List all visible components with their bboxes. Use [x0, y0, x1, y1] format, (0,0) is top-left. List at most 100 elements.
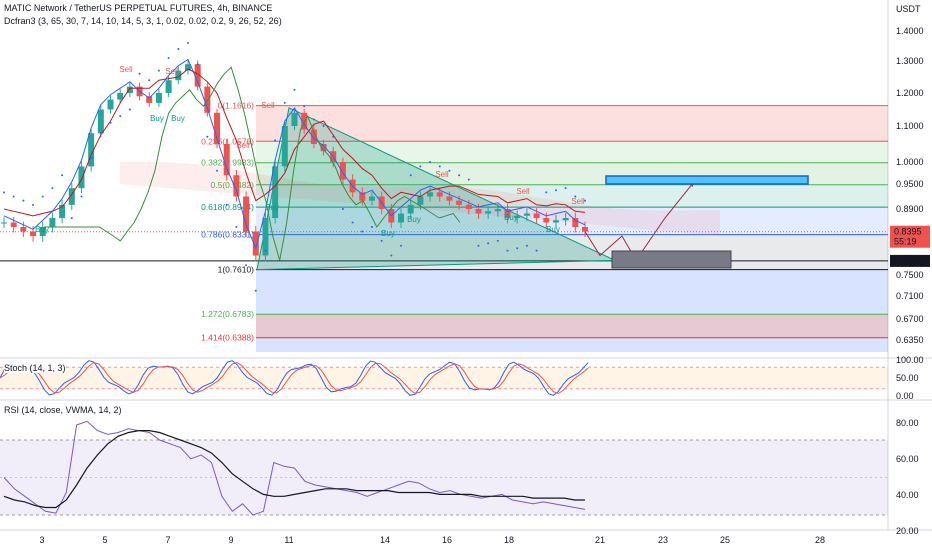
candle-body — [446, 196, 453, 201]
price-axis-tick: 0.9500 — [896, 179, 924, 189]
candle-body — [39, 227, 46, 236]
rsi-axis-tick: 60.00 — [896, 454, 919, 464]
sar-dot — [303, 105, 306, 108]
buy-signal-label: Buy — [150, 114, 164, 123]
fib-level-label: 1.414(0.6388) — [201, 333, 254, 343]
time-axis-label: 28 — [815, 535, 825, 545]
sar-dot — [12, 195, 15, 198]
candle-body — [582, 227, 588, 232]
candle-body — [572, 218, 579, 227]
time-axis-label: 14 — [380, 535, 390, 545]
candle-body — [252, 231, 259, 256]
fib-level-label: 1.272(0.6783) — [201, 309, 254, 319]
candle-body — [175, 70, 182, 81]
marked-price-tag — [890, 254, 930, 267]
sar-dot — [380, 239, 383, 242]
sar-dot — [99, 132, 102, 135]
candle-body — [184, 64, 191, 71]
fib-level-label: 1(0.7610) — [218, 265, 255, 275]
sar-dot — [477, 244, 480, 247]
sar-dot — [496, 239, 499, 242]
time-axis-label: 11 — [284, 535, 293, 545]
sar-dot — [332, 135, 335, 138]
price-axis-tick: 1.1000 — [896, 121, 924, 131]
candle-body — [88, 133, 95, 167]
sell-signal-label: Sell — [516, 187, 530, 196]
candle-body — [562, 218, 569, 221]
fib-level-label: 0.786(0.8331) — [201, 230, 254, 240]
candle-body — [398, 213, 405, 223]
candle-body — [59, 204, 66, 218]
candle-body — [456, 200, 463, 205]
buy-signal-label: Buy — [504, 213, 518, 222]
entry-zone-box — [611, 250, 732, 269]
sar-dot — [506, 249, 509, 252]
sell-signal-label: Sell — [261, 101, 275, 110]
candle-body — [204, 86, 211, 113]
price-axis-tick: 0.7500 — [896, 270, 924, 280]
target-zone-box — [605, 175, 809, 185]
sar-dot — [196, 63, 199, 66]
sar-dot — [351, 221, 354, 224]
fib-zone — [256, 141, 888, 163]
candle-body — [514, 215, 521, 218]
sar-dot — [516, 247, 519, 250]
candle-body — [523, 213, 530, 216]
sar-dot — [370, 226, 373, 228]
price-axis-tick: 0.6350 — [896, 335, 924, 345]
rsi-axis-tick: 80.00 — [896, 418, 919, 428]
sar-dot — [206, 135, 209, 138]
indicator-title: Dcfran3 (3, 65, 30, 7, 14, 10, 14, 5, 3,… — [4, 16, 282, 26]
current-price-tag — [890, 225, 930, 248]
stoch-axis-tick: 50.00 — [896, 373, 919, 383]
candle-body — [146, 96, 153, 103]
candle-body — [320, 144, 327, 152]
candle-body — [262, 218, 269, 256]
rsi-axis-tick: 20.00 — [896, 526, 919, 536]
stoch-band-fill — [0, 367, 888, 389]
fib-zone — [256, 184, 888, 208]
candle-body — [427, 192, 434, 197]
candle-body — [417, 196, 424, 205]
price-axis-tick: 0.6700 — [896, 314, 924, 324]
sar-dot — [274, 139, 277, 142]
sar-dot — [186, 42, 189, 44]
fib-zone — [256, 207, 888, 235]
rsi-title: RSI (14, close, VWMA, 14, 2) — [4, 405, 122, 415]
fib-level-label: 0.618(0.8944) — [201, 202, 254, 212]
time-axis-label: 25 — [720, 535, 730, 545]
candle-body — [117, 93, 124, 100]
sar-dot — [41, 195, 44, 198]
lagging-span-line — [44, 66, 461, 261]
candle-body — [272, 166, 279, 218]
candle-body — [155, 93, 162, 103]
candle-body — [243, 196, 250, 232]
candle-body — [465, 204, 472, 209]
sar-dot — [254, 289, 257, 292]
sar-dot — [245, 264, 248, 267]
sar-dot — [458, 174, 461, 177]
candle-body — [97, 109, 104, 134]
candle-body — [49, 218, 56, 227]
conversion-line — [3, 68, 586, 217]
sar-dot — [264, 249, 267, 252]
candle-body — [223, 144, 230, 176]
sar-dot — [283, 101, 286, 104]
candle-body — [504, 209, 511, 218]
sar-dot — [429, 161, 432, 163]
sar-dot — [51, 187, 54, 190]
baseline-line — [3, 58, 586, 250]
sar-dot — [216, 169, 219, 172]
currency-label: USDT — [896, 4, 921, 14]
rsi-axis-tick: 40.00 — [896, 490, 919, 500]
time-axis-label: 18 — [504, 535, 514, 545]
fib-zone — [256, 314, 888, 338]
candle-body — [68, 188, 75, 205]
sar-dot — [322, 125, 325, 127]
sell-signal-label: Sell — [165, 67, 179, 76]
sar-dot — [80, 195, 83, 198]
sar-dot — [361, 230, 364, 233]
fib-level-label: 0(1.1616) — [218, 101, 255, 111]
stoch-d-line — [0, 361, 589, 395]
